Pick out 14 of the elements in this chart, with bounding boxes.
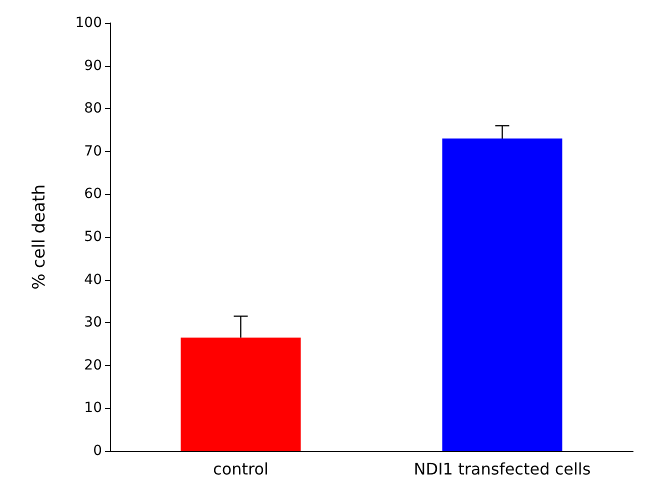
y-tick-label: 40 — [84, 272, 102, 288]
y-tick-label: 60 — [84, 186, 102, 202]
y-tick-label: 90 — [84, 58, 102, 74]
y-tick-label: 70 — [84, 143, 102, 160]
y-axis-title: % cell death — [30, 184, 50, 290]
x-tick-label: NDI1 transfected cells — [414, 460, 591, 478]
y-tick-label: 20 — [84, 357, 102, 374]
y-tick-label: 80 — [84, 100, 102, 117]
y-tick-label: 10 — [84, 400, 102, 416]
y-tick-label: 100 — [75, 15, 102, 31]
y-tick-label: 30 — [84, 314, 102, 331]
y-tick-label: 0 — [93, 443, 102, 459]
y-tick-label: 50 — [84, 229, 102, 245]
x-tick-label: control — [213, 460, 268, 478]
